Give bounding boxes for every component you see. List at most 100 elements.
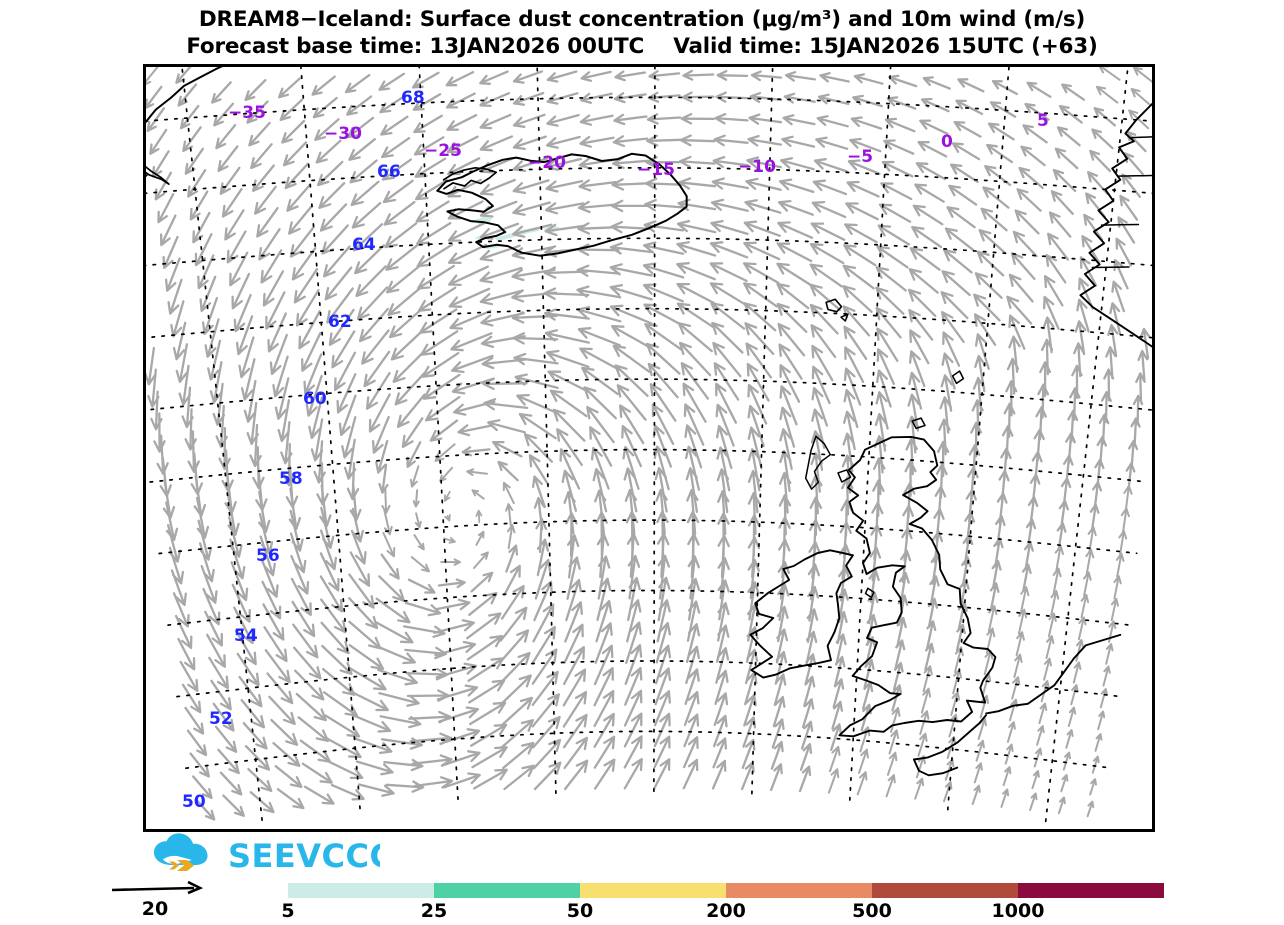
wind-arrow — [266, 672, 294, 705]
wind-arrow — [294, 669, 325, 701]
wind-arrow — [1105, 643, 1114, 665]
wind-arrow — [743, 220, 781, 237]
wind-arrow — [436, 684, 479, 701]
wind-arrow — [348, 138, 376, 161]
wind-arrow — [612, 135, 649, 148]
wind-arrow — [1018, 166, 1044, 190]
wind-arrow — [363, 350, 391, 388]
wind-arrow — [1115, 237, 1132, 267]
wind-arrow — [475, 509, 483, 524]
wind-arrow — [260, 249, 283, 284]
wind-arrow — [809, 263, 843, 288]
wind-arrow — [344, 73, 371, 94]
wind-arrow — [289, 226, 315, 258]
wind-arrow — [299, 739, 332, 763]
wind-arrow — [914, 777, 925, 800]
wind-arrow — [883, 139, 915, 155]
wind-arrow — [876, 327, 899, 362]
wind-arrow — [1029, 792, 1038, 811]
wind-arrow — [955, 99, 984, 116]
wind-arrow — [1031, 770, 1040, 790]
wind-arrow — [544, 329, 590, 344]
wind-arrow — [174, 614, 193, 650]
wind-arrow — [166, 523, 182, 563]
seevccc-logo: SEEVCCC — [150, 832, 380, 876]
wind-arrow — [421, 351, 460, 378]
wind-arrow — [435, 598, 471, 611]
meridian-line — [946, 67, 1010, 811]
wind-arrow — [305, 374, 323, 417]
wind-arrow — [653, 735, 671, 769]
logo-wordmark: SEEVCCC — [228, 837, 380, 875]
wind-arrow — [1109, 302, 1122, 335]
wind-arrow — [1083, 571, 1092, 597]
wind-arrow — [348, 597, 379, 630]
wind-arrow — [579, 135, 615, 148]
wind-arrow — [811, 344, 834, 382]
wind-arrow — [446, 114, 478, 131]
parallel-line — [176, 660, 1120, 698]
wind-arrow — [1098, 67, 1121, 81]
wind-arrow — [234, 629, 257, 666]
coastline-path — [837, 469, 852, 483]
dust-colorbar — [288, 883, 1164, 898]
wind-arrow — [318, 182, 346, 209]
wind-arrow — [579, 347, 621, 371]
wind-arrow — [375, 597, 411, 624]
wind-arrow — [545, 135, 581, 149]
wind-arrow — [440, 558, 461, 566]
wind-arrow — [709, 282, 747, 306]
wind-arrow — [328, 308, 355, 346]
wind-arrow — [747, 404, 765, 448]
wind-arrow — [512, 179, 550, 195]
wind-arrow — [350, 690, 389, 712]
wind-arrow — [971, 784, 981, 805]
wind-arrow — [479, 113, 512, 130]
wind-arrow — [153, 412, 166, 453]
wind-arrow — [503, 764, 535, 791]
wind-arrow — [358, 307, 389, 343]
wind-arrow — [646, 113, 682, 125]
wind-arrow — [545, 179, 584, 193]
wind-arrow — [1060, 774, 1069, 793]
wind-arrow — [580, 70, 612, 82]
coastline-path — [1091, 266, 1130, 269]
coastline-layer — [146, 67, 1152, 777]
wind-arrow — [146, 85, 163, 110]
wind-arrow — [577, 327, 621, 347]
wind-arrow — [748, 113, 783, 125]
map-panel[interactable]: 50 52 54 56 58 60 62 64 66 68 −35 −30 −25 −20 −15 −10 −5… — [143, 64, 1155, 832]
wind-arrow — [679, 134, 716, 147]
wind-arrow — [1080, 593, 1090, 619]
wind-arrow — [238, 336, 255, 379]
wind-arrow — [580, 92, 613, 104]
wind-arrow — [1076, 298, 1090, 333]
wind-arrow — [942, 331, 961, 367]
wind-arrow — [211, 81, 232, 104]
wind-arrow — [891, 684, 903, 712]
colorbar-segment — [1018, 883, 1164, 898]
wind-arrow — [450, 332, 493, 352]
wind-arrow — [684, 445, 701, 491]
parallel-line — [167, 589, 1129, 626]
wind-arrow — [416, 221, 452, 245]
wind-arrow — [182, 126, 202, 153]
wind-arrow — [676, 241, 717, 257]
wind-arrow — [975, 739, 985, 762]
wind-arrow — [303, 785, 335, 805]
wind-arrow — [192, 775, 213, 800]
wind-arrow — [378, 72, 406, 91]
wind-arrow — [544, 223, 586, 237]
wind-arrow — [779, 385, 798, 426]
wind-arrow — [249, 423, 262, 468]
wind-arrow — [194, 233, 213, 267]
wind-arrow — [811, 386, 829, 427]
wind-arrow — [676, 262, 716, 281]
wind-arrow — [1089, 149, 1112, 173]
wind-arrow — [500, 584, 525, 620]
wind-arrow — [1097, 710, 1106, 731]
wind-arrow — [561, 469, 578, 512]
coastline-path — [1131, 136, 1152, 139]
colorbar-segment — [580, 883, 726, 898]
wind-arrow — [512, 332, 559, 345]
